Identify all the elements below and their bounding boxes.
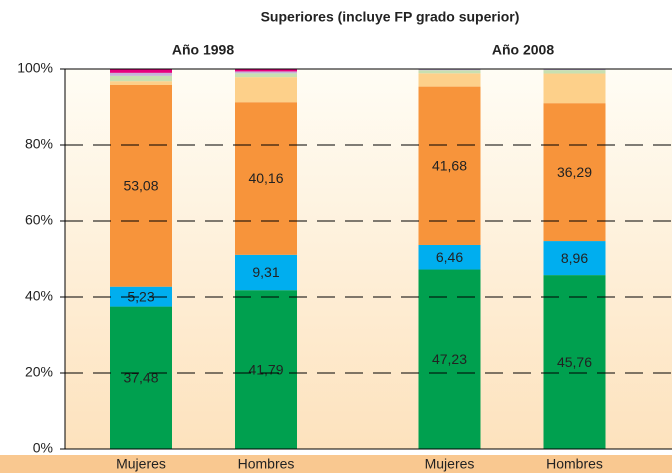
y-tick-label: 40% (25, 288, 53, 304)
bar-segment (543, 69, 606, 71)
value-label: 41,79 (248, 361, 283, 377)
value-label: 53,08 (123, 178, 158, 194)
value-label: 8,96 (561, 250, 588, 266)
group-label: Año 1998 (172, 42, 234, 58)
value-label: 45,76 (557, 354, 592, 370)
category-band (0, 455, 672, 473)
x-tick-label: Mujeres (116, 456, 166, 472)
y-tick-label: 20% (25, 364, 53, 380)
bar-segment (110, 84, 172, 287)
value-label: 36,29 (557, 164, 592, 180)
x-tick-label: Hombres (546, 456, 603, 472)
value-label: 37,48 (123, 369, 158, 385)
bar-segment (110, 81, 172, 85)
y-tick-label: 80% (25, 136, 53, 152)
bar-segment (110, 306, 172, 449)
bar-segment (543, 241, 606, 276)
bar-segment (235, 73, 297, 78)
bar-segment (110, 75, 172, 82)
bar-segment (543, 73, 606, 104)
value-label: 9,31 (252, 264, 279, 280)
value-label: 47,23 (432, 351, 467, 367)
bar-segment (235, 69, 297, 72)
bar-segment (418, 73, 481, 87)
bar-segment (235, 290, 297, 449)
value-label: 6,46 (436, 249, 463, 265)
value-label: 40,16 (248, 170, 283, 186)
y-tick-label: 60% (25, 212, 53, 228)
bar-segment (110, 286, 172, 307)
bar-segment (110, 72, 172, 76)
group-label: Año 2008 (492, 42, 554, 58)
value-label: 5,23 (127, 288, 154, 304)
bar-segment (235, 71, 297, 74)
value-label: 41,68 (432, 157, 467, 173)
bar-segment (418, 70, 481, 74)
bar-segment (418, 269, 481, 449)
x-tick-label: Hombres (238, 456, 295, 472)
x-tick-label: Mujeres (425, 456, 475, 472)
chart-title: Superiores (incluye FP grado superior) (261, 9, 520, 25)
bar-segment (543, 70, 606, 74)
bar-segment (235, 102, 297, 255)
bar-segment (418, 86, 481, 245)
y-tick-label: 0% (33, 440, 53, 456)
bar-segment (235, 77, 297, 103)
y-tick-label: 100% (17, 60, 53, 76)
bar-segment (418, 244, 481, 270)
bar-segment (543, 103, 606, 242)
bar-segment (235, 254, 297, 291)
bar-segment (418, 69, 481, 71)
bar-segment (543, 275, 606, 449)
bar-segment (110, 69, 172, 73)
